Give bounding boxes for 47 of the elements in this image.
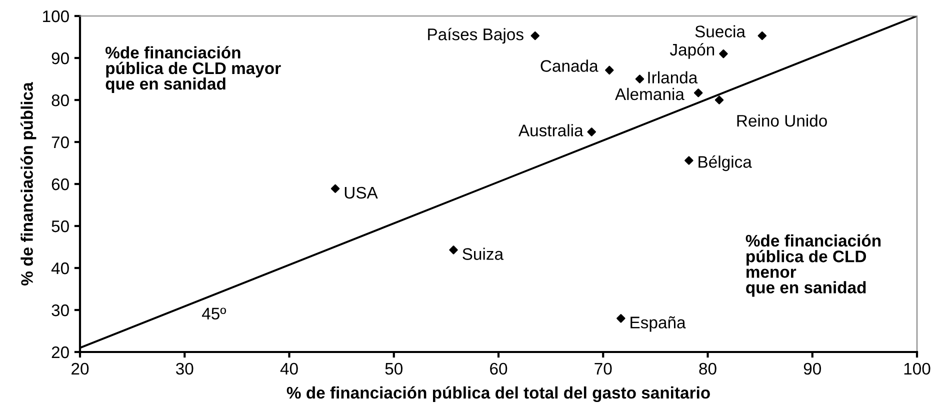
point bbox=[330, 184, 340, 193]
y-tick-label: 20 bbox=[52, 346, 69, 358]
y-tick-label: 100 bbox=[43, 10, 69, 22]
annotation: España bbox=[630, 316, 686, 332]
annotation: %de financiación pública de CLD menor que en sanidad bbox=[746, 234, 881, 297]
y-tick-label: 40 bbox=[51, 262, 69, 274]
y-tick-label: 60 bbox=[52, 178, 69, 190]
annotation: Bélgica bbox=[698, 155, 752, 172]
y-tick-label: 70 bbox=[52, 136, 69, 148]
x-tick-label: 60 bbox=[490, 362, 508, 375]
x-tick-label: 100 bbox=[904, 362, 930, 375]
point bbox=[694, 88, 703, 98]
annotation: Países Bajos bbox=[428, 28, 524, 44]
point bbox=[530, 31, 540, 40]
point bbox=[635, 74, 644, 84]
x-tick-label: 30 bbox=[176, 362, 194, 375]
annotation: Reino Unido bbox=[737, 114, 827, 127]
annotation: %de financiación pública de CLD mayor que en sanidad bbox=[106, 46, 281, 93]
annotation: Suiza bbox=[462, 248, 504, 260]
annotation: USA bbox=[344, 186, 378, 199]
x-tick-label: 70 bbox=[594, 362, 612, 375]
annotation: Alemania bbox=[615, 88, 684, 100]
annotation: Canada bbox=[540, 60, 598, 72]
x-axis-title: % de financiación pública del total del gasto sanitario bbox=[286, 386, 710, 402]
point bbox=[605, 66, 614, 75]
point bbox=[684, 156, 694, 165]
y-axis-title: % de financiación pública bbox=[20, 82, 36, 286]
y-tick-label: 90 bbox=[52, 52, 69, 64]
annotation: Suecia bbox=[695, 25, 746, 38]
y-tick-label: 80 bbox=[52, 94, 69, 106]
point bbox=[758, 31, 767, 40]
point bbox=[714, 96, 724, 104]
point bbox=[449, 246, 458, 254]
annotation: 45º bbox=[202, 308, 226, 320]
x-tick-label: 40 bbox=[280, 362, 298, 375]
y-tick-label: 50 bbox=[52, 220, 69, 232]
annotation: Japón bbox=[670, 43, 714, 59]
point bbox=[616, 314, 626, 323]
x-tick-label: 50 bbox=[385, 362, 402, 375]
x-tick-label: 80 bbox=[699, 362, 716, 375]
annotation: Australia bbox=[518, 124, 584, 136]
annotation: Irlanda bbox=[648, 71, 698, 84]
point bbox=[587, 128, 596, 136]
point bbox=[719, 49, 728, 58]
x-tick-label: 90 bbox=[804, 362, 821, 375]
x-tick-label: 20 bbox=[72, 362, 89, 375]
y-tick-label: 30 bbox=[52, 304, 69, 316]
